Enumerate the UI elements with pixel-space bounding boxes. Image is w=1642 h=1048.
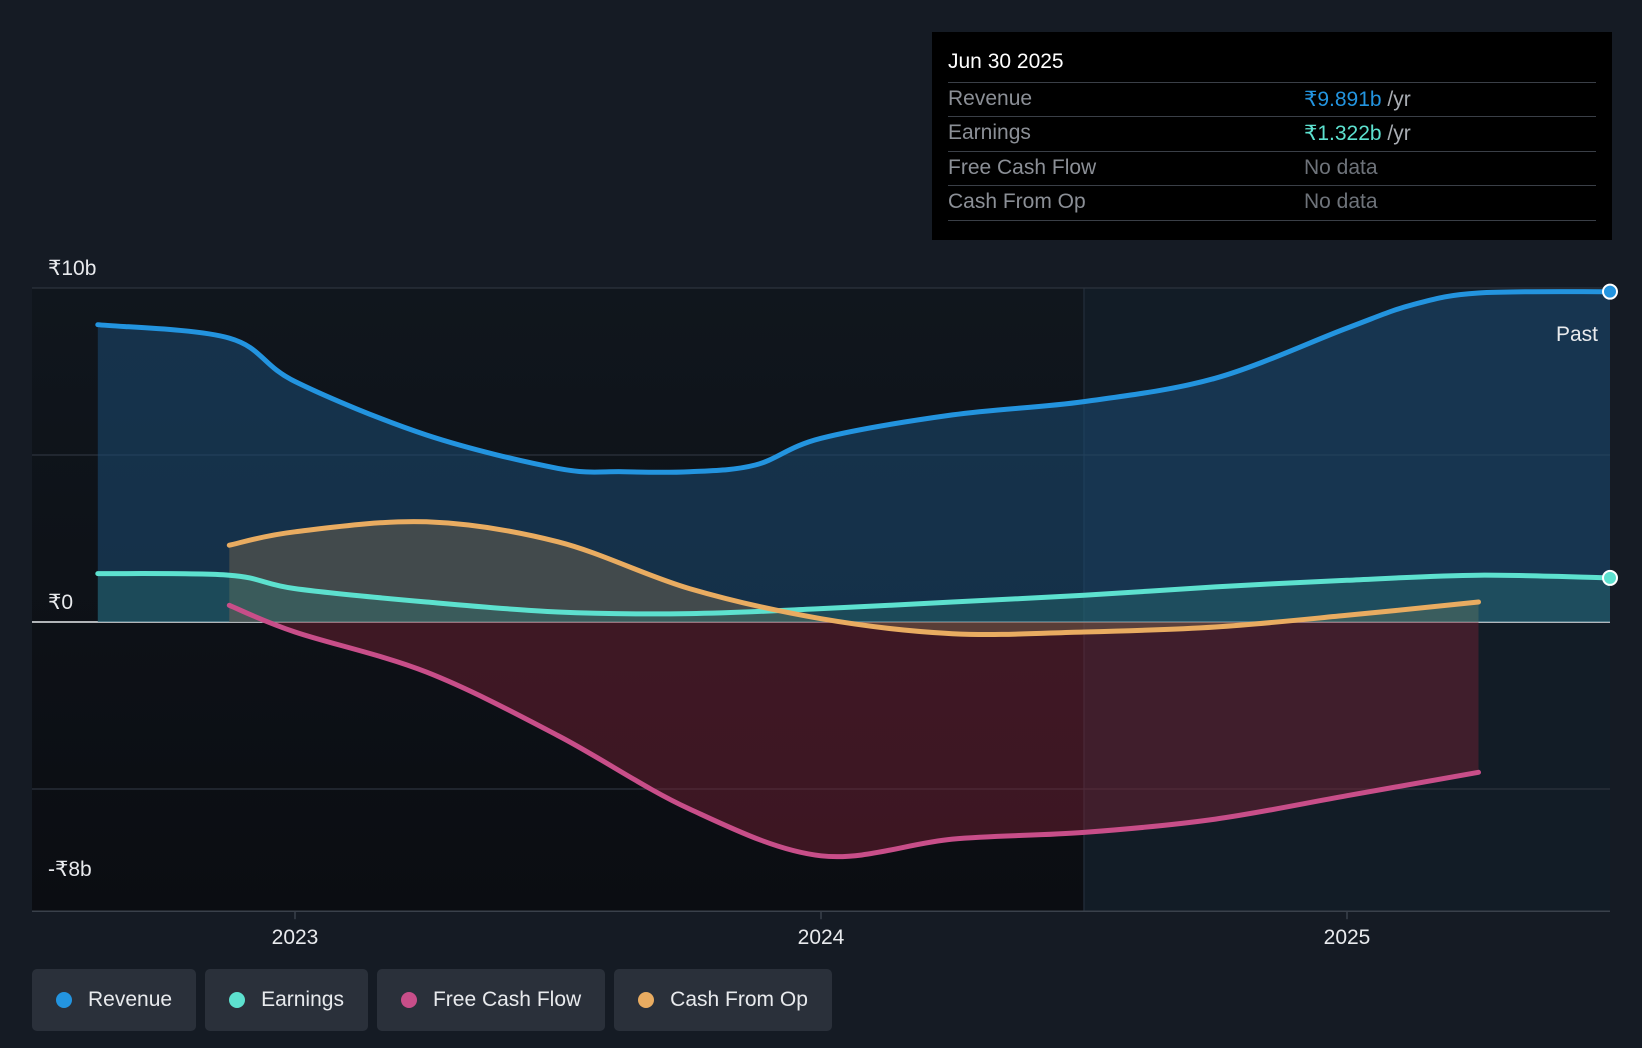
tooltip-row-earnings: Earnings ₹1.322b /yr bbox=[948, 116, 1596, 151]
legend-item-revenue[interactable]: Revenue bbox=[32, 969, 197, 1031]
legend-item-free-cash-flow[interactable]: Free Cash Flow bbox=[376, 969, 606, 1031]
x-tick-label: 2023 bbox=[272, 926, 319, 949]
tooltip-panel: Jun 30 2025 Revenue ₹9.891b /yr Earnings… bbox=[932, 32, 1612, 240]
tooltip-row-fcf: Free Cash Flow No data bbox=[948, 151, 1596, 186]
tooltip-value: No data bbox=[1304, 190, 1378, 213]
legend-dot-icon bbox=[229, 992, 246, 1008]
tooltip-label: Cash From Op bbox=[948, 190, 1086, 213]
legend-label: Cash From Op bbox=[670, 988, 808, 1011]
tooltip-row-revenue: Revenue ₹9.891b /yr bbox=[948, 82, 1596, 117]
x-tick-label: 2025 bbox=[1324, 926, 1371, 949]
area-fcf bbox=[229, 605, 1479, 857]
end-point-revenue bbox=[1602, 283, 1618, 300]
line-cfo bbox=[226, 519, 1481, 638]
line-fcf bbox=[226, 602, 1481, 860]
legend-dot-icon bbox=[400, 992, 417, 1008]
y-tick-label: -₹8b bbox=[48, 858, 92, 881]
legend: Revenue Earnings Free Cash Flow Cash Fro… bbox=[32, 969, 832, 1031]
legend-item-earnings[interactable]: Earnings bbox=[205, 969, 368, 1031]
legend-item-cash-from-op[interactable]: Cash From Op bbox=[614, 969, 832, 1031]
tooltip-date: Jun 30 2025 bbox=[948, 50, 1064, 73]
legend-label: Revenue bbox=[88, 988, 173, 1011]
line-earnings bbox=[95, 571, 1613, 617]
tooltip-value: ₹1.322b /yr bbox=[1304, 122, 1411, 145]
line-revenue bbox=[95, 289, 1613, 475]
end-point-earnings bbox=[1602, 569, 1618, 586]
tooltip-row-cfo: Cash From Op No data bbox=[948, 185, 1596, 221]
past-label: Past bbox=[1556, 323, 1598, 346]
legend-label: Earnings bbox=[261, 988, 344, 1011]
tooltip-label: Revenue bbox=[948, 87, 1033, 110]
tooltip-label: Free Cash Flow bbox=[948, 156, 1097, 179]
legend-label: Free Cash Flow bbox=[432, 988, 582, 1011]
tooltip-label: Earnings bbox=[948, 121, 1031, 144]
x-tick-label: 2024 bbox=[798, 926, 845, 949]
y-tick-label: ₹0 bbox=[48, 591, 73, 614]
tooltip-value: ₹9.891b /yr bbox=[1304, 88, 1411, 111]
legend-dot-icon bbox=[638, 992, 655, 1008]
tooltip-value: No data bbox=[1304, 156, 1378, 179]
y-tick-label: ₹10b bbox=[48, 257, 96, 280]
area-cfo bbox=[229, 521, 1479, 635]
legend-dot-icon bbox=[56, 992, 72, 1008]
area-earnings bbox=[97, 573, 1610, 622]
